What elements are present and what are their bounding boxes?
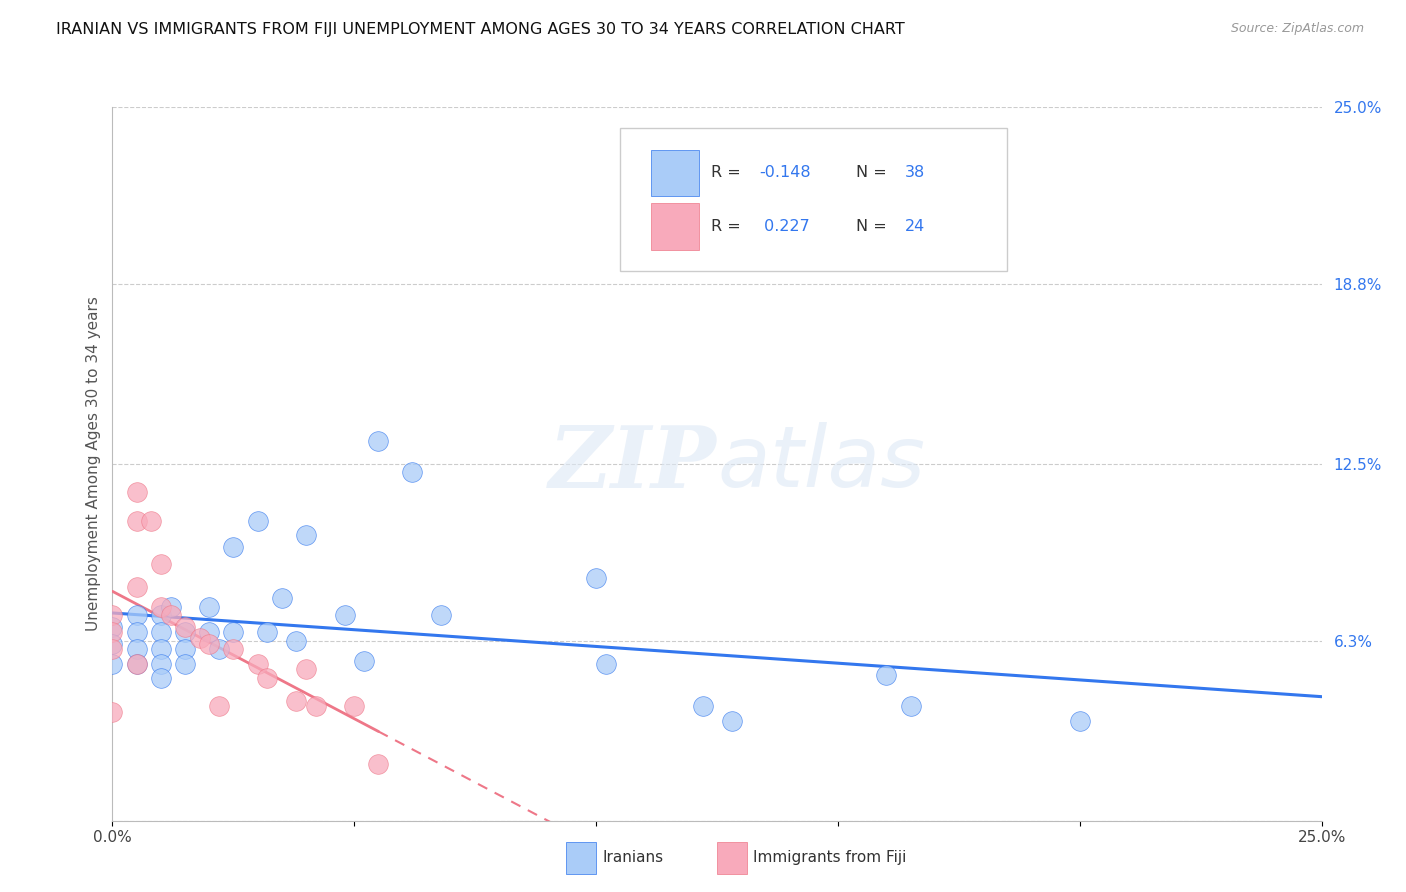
Point	[149, 642, 172, 657]
Point	[149, 625, 172, 640]
Text: 24: 24	[904, 219, 925, 234]
Point	[149, 608, 172, 623]
Point	[208, 699, 231, 714]
Text: N =: N =	[856, 219, 891, 234]
Point	[1069, 714, 1091, 728]
Text: -0.148: -0.148	[759, 165, 811, 180]
Point	[353, 654, 375, 668]
Point	[285, 694, 308, 708]
FancyBboxPatch shape	[620, 128, 1007, 271]
Point	[101, 637, 124, 651]
Text: N =: N =	[856, 165, 891, 180]
Point	[141, 514, 163, 528]
Point	[101, 608, 124, 623]
Point	[125, 657, 148, 671]
Bar	[717, 842, 748, 874]
Text: 0.227: 0.227	[759, 219, 810, 234]
Text: R =: R =	[711, 219, 747, 234]
Point	[256, 625, 278, 640]
Point	[295, 528, 318, 542]
Point	[174, 657, 197, 671]
Point	[304, 699, 326, 714]
Point	[222, 540, 245, 554]
Point	[159, 599, 181, 614]
Point	[149, 557, 172, 571]
Point	[367, 756, 389, 771]
Point	[149, 599, 172, 614]
Point	[343, 699, 366, 714]
Point	[149, 657, 172, 671]
Point	[285, 633, 308, 648]
Point	[101, 619, 124, 633]
Point	[900, 699, 922, 714]
Point	[174, 625, 197, 640]
Text: IRANIAN VS IMMIGRANTS FROM FIJI UNEMPLOYMENT AMONG AGES 30 TO 34 YEARS CORRELATI: IRANIAN VS IMMIGRANTS FROM FIJI UNEMPLOY…	[56, 22, 905, 37]
Point	[585, 571, 607, 585]
Text: 38: 38	[904, 165, 925, 180]
Y-axis label: Unemployment Among Ages 30 to 34 years: Unemployment Among Ages 30 to 34 years	[86, 296, 101, 632]
Point	[367, 434, 389, 448]
Point	[198, 625, 221, 640]
Point	[125, 642, 148, 657]
Bar	[651, 203, 699, 250]
Point	[125, 580, 148, 594]
Text: atlas: atlas	[717, 422, 925, 506]
Point	[246, 514, 269, 528]
Point	[595, 657, 617, 671]
Point	[208, 642, 231, 657]
Point	[125, 625, 148, 640]
Point	[125, 657, 148, 671]
Point	[101, 642, 124, 657]
Text: Source: ZipAtlas.com: Source: ZipAtlas.com	[1230, 22, 1364, 36]
Bar	[651, 150, 699, 196]
Bar	[565, 842, 596, 874]
Point	[430, 608, 453, 623]
Point	[198, 599, 221, 614]
Point	[198, 637, 221, 651]
Text: R =: R =	[711, 165, 747, 180]
Point	[101, 625, 124, 640]
Point	[101, 705, 124, 719]
Point	[333, 608, 356, 623]
Point	[692, 699, 714, 714]
Point	[101, 657, 124, 671]
Point	[246, 657, 269, 671]
Point	[875, 668, 897, 682]
Point	[295, 662, 318, 676]
Point	[125, 608, 148, 623]
Point	[174, 642, 197, 657]
Point	[149, 671, 172, 685]
Point	[188, 631, 211, 645]
Point	[222, 625, 245, 640]
Point	[125, 514, 148, 528]
Point	[222, 642, 245, 657]
Point	[174, 619, 197, 633]
Point	[720, 714, 742, 728]
Point	[125, 485, 148, 500]
Point	[256, 671, 278, 685]
Point	[159, 608, 181, 623]
Text: Immigrants from Fiji: Immigrants from Fiji	[754, 850, 907, 865]
Text: ZIP: ZIP	[550, 422, 717, 506]
Point	[401, 466, 423, 480]
Point	[270, 591, 292, 605]
Text: Iranians: Iranians	[602, 850, 664, 865]
